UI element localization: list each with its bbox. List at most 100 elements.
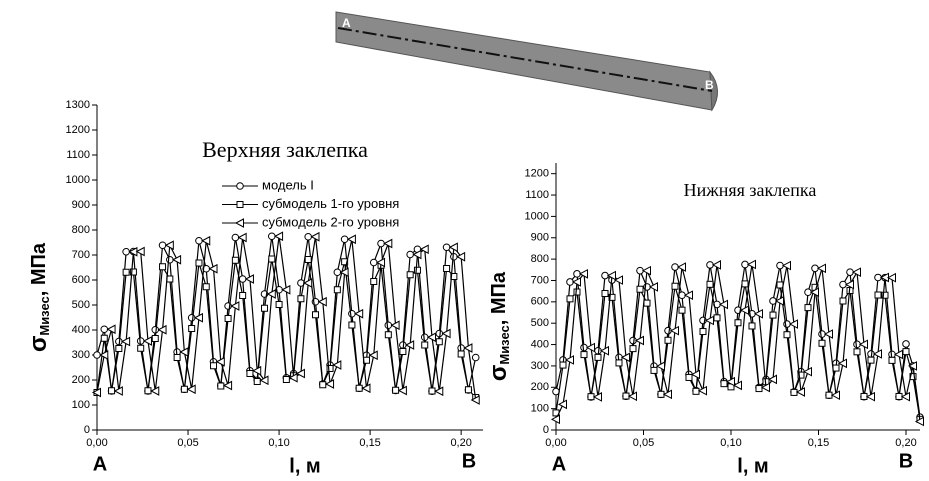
marker [349, 322, 355, 328]
y-tick-label: 400 [72, 324, 90, 336]
marker [436, 339, 442, 345]
marker [707, 281, 713, 287]
marker [393, 387, 399, 393]
beam-label: B [705, 78, 714, 92]
y-tick-label: 700 [531, 274, 549, 286]
annotation: A [93, 453, 107, 475]
y-tick-label: 800 [72, 224, 90, 236]
marker [581, 352, 587, 358]
marker [407, 272, 413, 278]
marker [651, 367, 657, 373]
marker [588, 394, 594, 400]
marker [225, 316, 231, 322]
marker [889, 357, 895, 363]
x-tick-label: 0,00 [86, 437, 107, 449]
marker [693, 388, 699, 394]
marker [181, 386, 187, 392]
y-label-symbol: σ [25, 336, 52, 352]
marker [833, 365, 839, 371]
legend-marker [236, 219, 244, 227]
marker [616, 360, 622, 366]
marker [160, 264, 166, 270]
y-tick-label: 400 [531, 338, 549, 350]
y-tick-label: 900 [72, 199, 90, 211]
beam-illustration: A B [336, 12, 718, 110]
marker [868, 357, 874, 363]
marker [269, 256, 275, 262]
marker [686, 374, 692, 380]
y-tick-label: 1100 [525, 189, 549, 201]
marker [400, 349, 406, 355]
marker [574, 289, 580, 295]
marker [559, 400, 567, 408]
marker [254, 379, 260, 385]
marker [595, 354, 601, 360]
legend-label: модель I [262, 177, 314, 192]
marker [116, 346, 122, 352]
marker [749, 323, 755, 329]
marker [875, 292, 881, 298]
marker [819, 340, 825, 346]
y-tick-label: 600 [531, 296, 549, 308]
marker [623, 393, 629, 399]
marker [805, 305, 811, 311]
marker [240, 293, 246, 299]
marker [385, 332, 391, 338]
legend-label: субмодель 2-го уровня [262, 214, 399, 229]
marker [218, 383, 224, 389]
marker [465, 387, 471, 393]
y-axis-label: σМизес, МПа [25, 242, 52, 352]
y-tick-label: 200 [72, 374, 90, 386]
marker [784, 332, 790, 338]
y-tick-label: 1300 [66, 99, 90, 111]
x-axis-label: l, м [737, 455, 768, 477]
y-tick-label: 700 [72, 249, 90, 261]
marker [637, 286, 643, 292]
y-axis-label: σМизес, МПа [485, 271, 512, 381]
marker [458, 351, 464, 357]
marker [861, 393, 867, 399]
x-axis-label: l, м [289, 455, 320, 477]
x-tick-label: 0,15 [359, 437, 380, 449]
x-tick-label: 0,10 [268, 437, 289, 449]
y-tick-label: 1100 [66, 149, 90, 161]
marker [320, 382, 326, 388]
annotation: A [552, 453, 566, 475]
marker [777, 282, 783, 288]
marker [644, 300, 650, 306]
marker [444, 266, 450, 272]
marker [721, 381, 727, 387]
y-tick-label: 1200 [66, 124, 90, 136]
y-label-unit: , МПа [28, 242, 50, 296]
marker [903, 349, 909, 355]
marker [665, 337, 671, 343]
y-tick-label: 800 [531, 253, 549, 265]
marker [356, 385, 362, 391]
y-tick-label: 100 [531, 403, 549, 415]
legend-marker [237, 183, 244, 190]
marker [791, 389, 797, 395]
y-label-subscript: Мизес [497, 325, 512, 364]
marker [211, 363, 217, 369]
marker [312, 312, 318, 318]
y-tick-label: 1000 [525, 210, 549, 222]
marker [896, 393, 902, 399]
marker [145, 388, 151, 394]
marker [735, 320, 741, 326]
y-tick-label: 200 [531, 381, 549, 393]
x-tick-label: 0,10 [720, 437, 741, 449]
marker [283, 377, 289, 383]
y-tick-label: 300 [72, 349, 90, 361]
marker [167, 276, 173, 282]
marker [422, 342, 428, 348]
y-tick-label: 600 [72, 274, 90, 286]
y-label-symbol: σ [485, 365, 512, 381]
marker [742, 281, 748, 287]
marker [189, 326, 195, 332]
marker [714, 315, 720, 321]
marker [109, 388, 115, 394]
marker [247, 371, 253, 377]
marker [756, 386, 762, 392]
marker [203, 284, 209, 290]
y-label-unit: , МПа [488, 271, 510, 325]
